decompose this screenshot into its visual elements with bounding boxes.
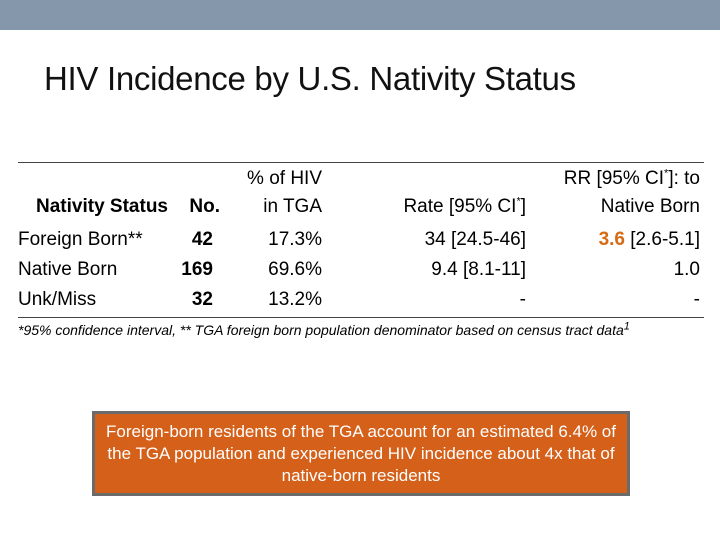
cell-rate: 9.4 [8.1-11]	[431, 259, 526, 280]
cell-number: 42	[191, 229, 213, 250]
cell-rr-ci: 1.0	[673, 259, 700, 280]
header-nativity-status: Nativity Status	[36, 196, 168, 217]
header-rr-line1: RR [95% CI*]: to	[563, 167, 700, 189]
cell-pct: 13.2%	[268, 289, 322, 310]
cell-number: 169	[181, 259, 213, 280]
callout-box: Foreign-born residents of the TGA accoun…	[92, 411, 630, 496]
slide-title: HIV Incidence by U.S. Nativity Status	[44, 60, 576, 97]
cell-status: Unk/Miss	[18, 289, 97, 310]
cell-status: Native Born	[18, 259, 118, 280]
cell-pct: 17.3%	[268, 229, 322, 250]
cell-pct: 69.6%	[268, 259, 322, 280]
cell-rr-ci: -	[693, 289, 700, 310]
header-pct-line2: in TGA	[263, 196, 322, 217]
header-number: No.	[189, 196, 220, 217]
cell-rr-value: 3.6	[598, 229, 625, 250]
table-bottom-rule	[18, 317, 704, 318]
cell-rate: 34 [24.5-46]	[424, 229, 526, 250]
header-pct-line1: % of HIV	[247, 168, 322, 189]
table-footnote: *95% confidence interval, ** TGA foreign…	[18, 320, 630, 338]
cell-rr-ci: [2.6-5.1]	[625, 229, 700, 250]
cell-status: Foreign Born**	[18, 229, 143, 250]
cell-rr: 1.0	[520, 258, 700, 282]
table-top-rule	[18, 162, 704, 163]
header-rate: Rate [95% CI*]	[403, 195, 526, 217]
top-accent-bar	[0, 0, 720, 30]
cell-rr: 3.6 [2.6-5.1]	[520, 228, 700, 252]
cell-rr: -	[520, 288, 700, 312]
header-rr-line2: Native Born	[600, 196, 700, 217]
cell-number: 32	[191, 289, 213, 310]
cell-rate: -	[519, 289, 526, 310]
callout-text: Foreign-born residents of the TGA accoun…	[106, 421, 616, 485]
